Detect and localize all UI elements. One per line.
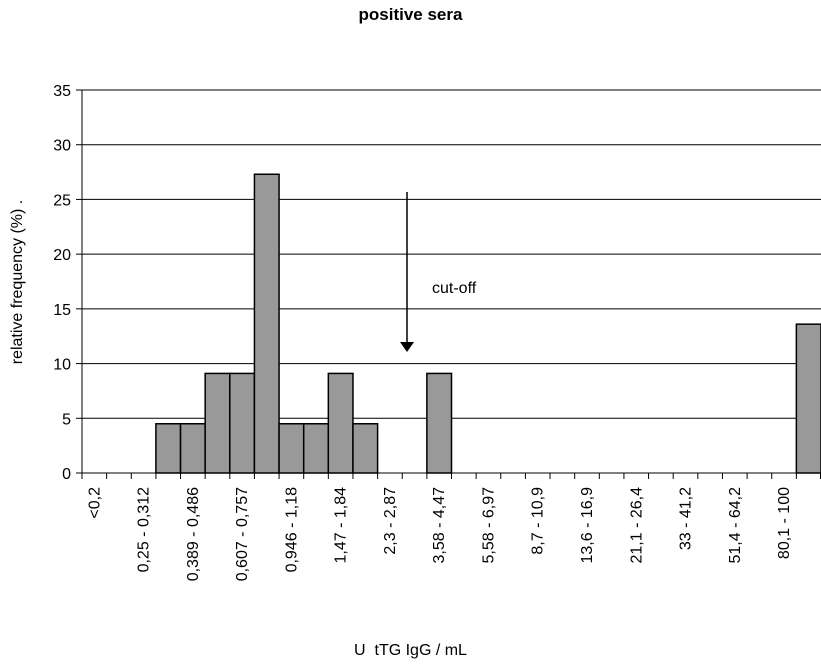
- bar: [253, 173, 280, 474]
- y-tick-label: 35: [53, 83, 71, 100]
- x-tick-label: 21,1 - 26,4: [628, 487, 645, 564]
- gridlines: [82, 89, 821, 419]
- bar: [795, 323, 821, 474]
- x-tick-label: 2,3 - 2,87: [382, 487, 399, 555]
- y-tick-label: 30: [53, 138, 71, 155]
- cut-off-annotation: cut-off: [400, 192, 477, 352]
- bar: [278, 423, 305, 474]
- y-tick-label: 15: [53, 302, 71, 319]
- bar: [155, 423, 182, 474]
- tick-labels: 0 5 10 15 20 25 30 35 <0,2 0,25 - 0,312 0,389 - 0,…: [53, 83, 793, 581]
- cut-off-label: cut-off: [432, 280, 477, 297]
- y-tick-label: 20: [53, 247, 71, 264]
- axes: [76, 89, 821, 479]
- x-tick-label: 0,946 - 1,18: [283, 487, 300, 573]
- x-tick-label: 0,25 - 0,312: [136, 487, 153, 573]
- bars: [155, 173, 821, 474]
- y-tick-label: 5: [62, 411, 71, 428]
- bar: [204, 372, 231, 474]
- bar: [229, 372, 256, 474]
- bar: [179, 423, 206, 474]
- x-tick-label: 0,389 - 0,486: [185, 487, 202, 581]
- bar: [327, 372, 354, 474]
- x-tick-label: <0,2: [86, 487, 103, 519]
- y-tick-label: 25: [53, 192, 71, 209]
- x-tick-label: 0,607 - 0,757: [234, 487, 251, 581]
- x-tick-label: 80,1 - 100: [776, 487, 793, 559]
- chart-title: positive sera: [358, 5, 463, 24]
- bar: [352, 423, 379, 474]
- x-tick-label: 5,58 - 6,97: [480, 487, 497, 564]
- bar: [426, 372, 453, 474]
- y-tick-label: 0: [62, 466, 71, 483]
- x-tick-label: 51,4 - 64,2: [727, 487, 744, 564]
- x-tick-label: 8,7 - 10,9: [530, 487, 547, 555]
- y-tick-label: 10: [53, 357, 71, 374]
- x-tick-label: 33 - 41,2: [678, 487, 695, 550]
- x-tick-label: 3,58 - 4,47: [431, 487, 448, 564]
- bar: [302, 423, 330, 474]
- x-tick-label: 13,6 - 16,9: [579, 487, 596, 564]
- x-tick-label: 1,47 - 1,84: [333, 487, 350, 564]
- x-axis-label: U tTG IgG / mL: [354, 642, 467, 659]
